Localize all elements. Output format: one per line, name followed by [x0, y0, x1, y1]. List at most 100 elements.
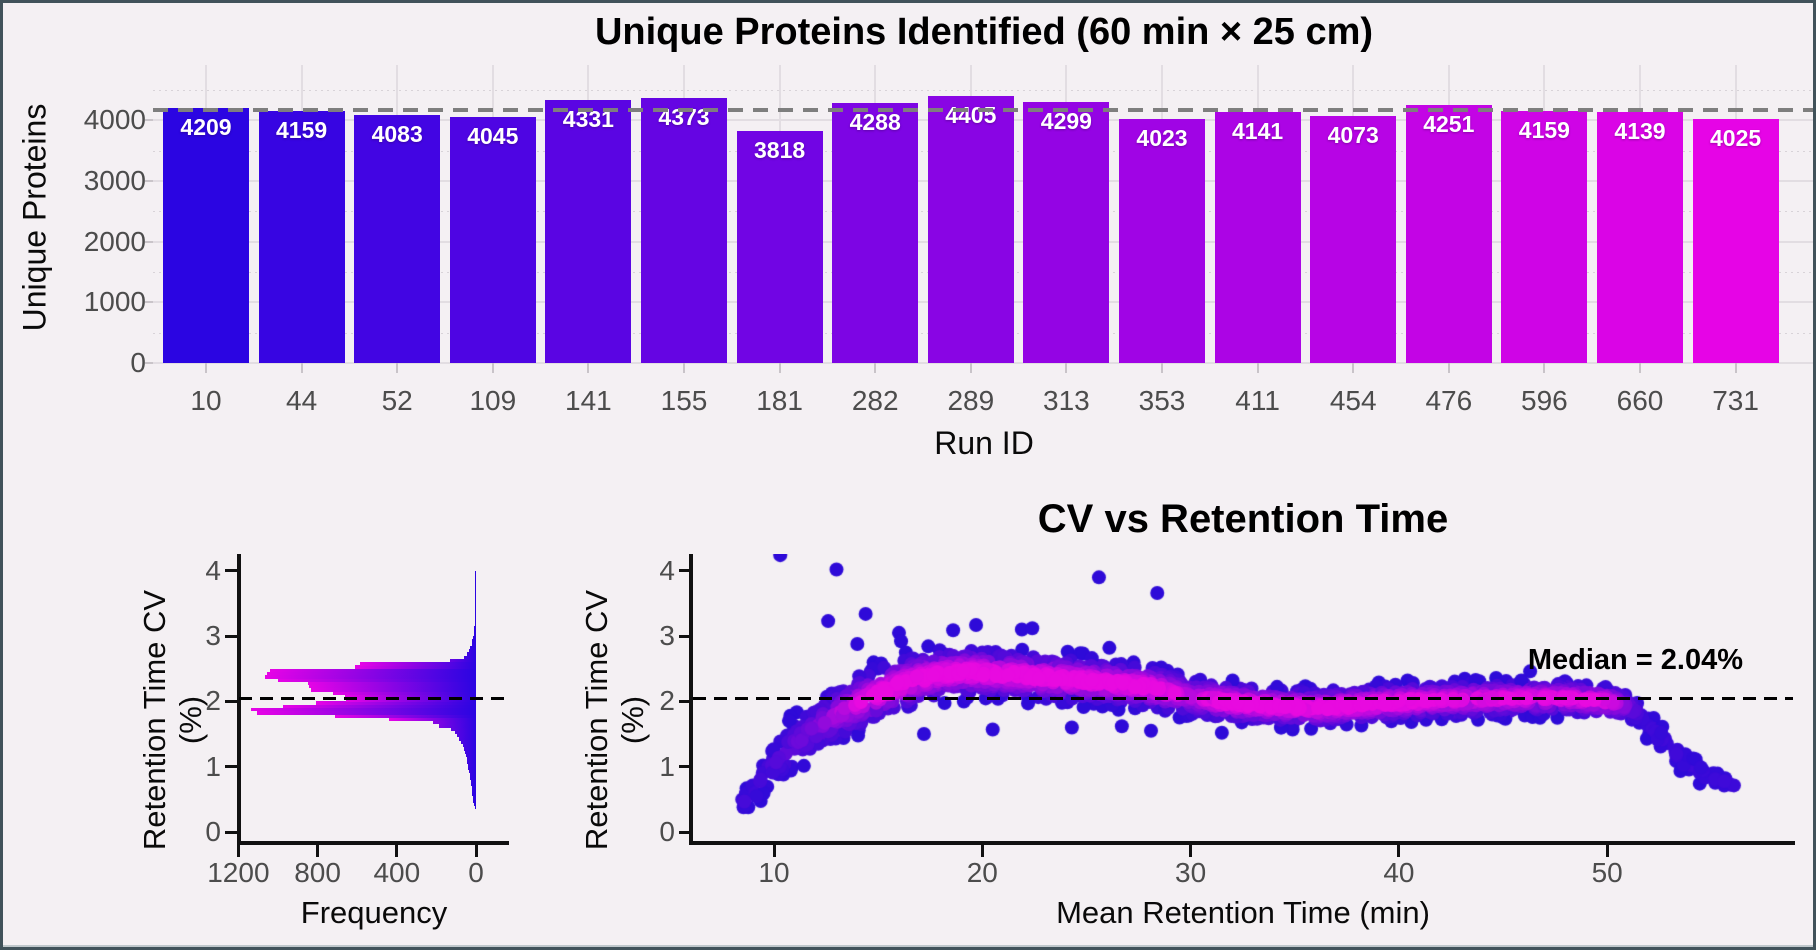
- x-tick-label: 411: [1235, 385, 1280, 416]
- histogram-bar: [474, 574, 476, 578]
- histogram-bar: [282, 704, 476, 709]
- y-tick-mark: [145, 119, 153, 122]
- scatter-y-tick-mark: [679, 830, 691, 834]
- x-tick-label: 109: [469, 385, 517, 416]
- scatter-x-tick-label: 30: [1175, 857, 1207, 888]
- bar: [545, 100, 632, 363]
- x-tick-mark: [1734, 363, 1737, 373]
- bar: [1310, 115, 1397, 363]
- bar-value-label: 4299: [1040, 108, 1092, 135]
- mean-line: [153, 108, 1813, 113]
- x-tick-mark: [969, 363, 972, 373]
- histogram-bar: [308, 685, 476, 689]
- histogram-bar: [472, 639, 476, 643]
- histogram-bar: [468, 766, 476, 771]
- histogram-bar: [433, 720, 476, 725]
- histogram-bar: [473, 636, 476, 640]
- histogram-bar: [335, 714, 476, 718]
- histogram-bar: [450, 727, 476, 731]
- x-tick-label: 731: [1712, 385, 1759, 416]
- x-tick-label: 353: [1138, 385, 1186, 416]
- hist-x-tick-label: 800: [294, 857, 341, 888]
- hist-y-tick-mark: [225, 699, 237, 703]
- histogram-bar: [464, 655, 476, 660]
- bar-value-label: 4159: [276, 116, 328, 143]
- scatter-y-axis-line: [689, 554, 693, 845]
- scatter-y-tick-mark: [679, 569, 691, 573]
- histogram-bar: [471, 786, 476, 790]
- histogram-bar: [474, 583, 476, 588]
- histogram-bar: [344, 694, 476, 699]
- bar-chart-x-axis-title: Run ID: [934, 425, 1034, 461]
- bar: [1597, 111, 1683, 363]
- y-tick-mark: [145, 240, 153, 243]
- scatter-y-tick-mark: [679, 634, 691, 638]
- y-tick-label: 0: [130, 347, 146, 378]
- x-tick-mark: [205, 363, 207, 373]
- histogram-bar: [471, 642, 476, 647]
- y-tick-label: 2000: [83, 225, 146, 257]
- scatter-x-axis-title: Mean Retention Time (min): [1056, 895, 1430, 930]
- histogram-bar: [467, 763, 476, 767]
- bar: [832, 102, 919, 363]
- scatter-y-tick-mark: [679, 699, 691, 703]
- x-tick-label: 596: [1521, 385, 1568, 416]
- hist-y-tick-mark: [225, 830, 237, 834]
- histogram-bar: [463, 747, 476, 751]
- histogram-bar: [462, 743, 476, 748]
- x-tick-label: 282: [851, 385, 899, 416]
- histogram-bar: [266, 672, 476, 676]
- scatter-x-tick-mark: [1189, 845, 1193, 857]
- histogram-bar: [265, 675, 476, 679]
- y-tick-mark: [145, 362, 153, 364]
- x-tick-label: 454: [1329, 385, 1377, 416]
- hist-x-tick-mark: [395, 845, 399, 857]
- x-tick-mark: [587, 363, 590, 373]
- scatter-x-tick-mark: [980, 845, 984, 857]
- bar-value-label: 4139: [1614, 117, 1666, 144]
- histogram-bar: [467, 760, 476, 764]
- bar: [449, 117, 536, 363]
- histogram-bar: [457, 734, 476, 738]
- hist-y-tick-label: 3: [205, 620, 221, 652]
- hist-x-tick-mark: [236, 845, 240, 857]
- histogram-bar: [474, 570, 476, 575]
- x-tick-mark: [683, 363, 685, 373]
- x-tick-mark: [1161, 363, 1163, 373]
- bar-value-label: 4405: [945, 101, 997, 128]
- histogram-bar: [454, 730, 476, 735]
- hist-y-tick-label: 0: [205, 816, 221, 847]
- histogram-panel: [239, 554, 509, 841]
- histogram-bar: [469, 773, 476, 777]
- histogram-bar: [470, 776, 476, 780]
- scatter-x-tick-mark: [1397, 845, 1401, 857]
- bar: [736, 131, 823, 363]
- histogram-bar: [355, 665, 476, 669]
- histogram-bar: [315, 701, 476, 705]
- y-tick-mark: [145, 301, 153, 304]
- histogram-bar: [308, 681, 476, 686]
- x-tick-mark: [1543, 363, 1546, 373]
- histogram-median-line: [239, 697, 507, 700]
- histogram-bar: [471, 783, 476, 787]
- hist-y-tick-mark: [225, 569, 237, 573]
- hist-x-tick-mark: [316, 845, 320, 857]
- bar-value-label: 4159: [1518, 116, 1570, 143]
- hist-y-tick-label: 2: [205, 685, 221, 717]
- hist-y-tick-mark: [225, 765, 237, 769]
- histogram-bar: [470, 645, 476, 650]
- histogram-bar: [474, 593, 476, 598]
- y-tick-mark: [145, 179, 153, 182]
- histogram-bar: [474, 623, 476, 627]
- x-tick-label: 476: [1425, 385, 1473, 416]
- x-tick-label: 52: [381, 385, 413, 416]
- histogram-bar: [472, 792, 476, 797]
- bar-value-label: 4073: [1327, 121, 1379, 148]
- bar-value-label: 3818: [754, 137, 806, 164]
- scatter-y-tick-label: 2: [659, 685, 675, 717]
- histogram-bar: [465, 753, 476, 758]
- histogram-bar: [474, 606, 476, 611]
- histogram-bar: [450, 658, 476, 663]
- bar: [1214, 111, 1301, 363]
